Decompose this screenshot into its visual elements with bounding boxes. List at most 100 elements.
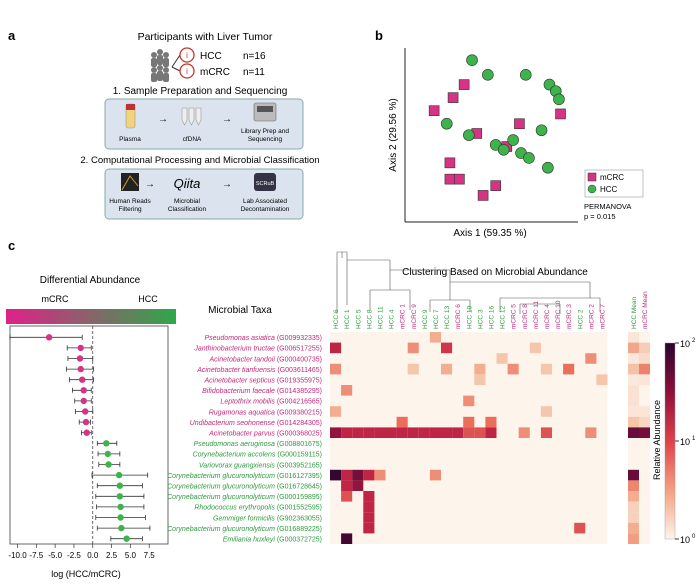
- pcoa-point-hcc: [535, 124, 548, 137]
- sample-label: HCC 10: [466, 305, 473, 329]
- pcoa-point-mcrc: [458, 79, 470, 90]
- heatmap-cell: [540, 427, 552, 438]
- heatmap-cell: [363, 512, 375, 523]
- svg-text:10: 10: [680, 535, 690, 545]
- pcoa-point-hcc: [497, 144, 510, 156]
- forest-estimate-point: [77, 365, 84, 373]
- dendrogram: [336, 251, 601, 314]
- plasma-icon: [125, 103, 136, 129]
- heatmap-cell: [563, 363, 575, 375]
- taxon-label: Corynebacterium glucuronolyticum (G01612…: [167, 473, 322, 480]
- heatmap-cell: [463, 416, 475, 428]
- heatmap-cell: [518, 427, 530, 438]
- pcoa-point-hcc: [440, 117, 453, 130]
- mean-cell: [628, 416, 639, 428]
- mean-cell: [639, 342, 650, 354]
- heatmap-cell: [363, 427, 375, 438]
- heatmap-cell: [363, 522, 375, 534]
- forest-estimate-point: [105, 461, 112, 468]
- sample-label: mCRC 5: [511, 304, 518, 329]
- taxon-label: Corynebacterium accolens (G000159115): [193, 452, 322, 459]
- heatmap-cell: [596, 374, 608, 385]
- legend-mcrc-marker: [587, 172, 597, 182]
- taxa-title: Microbial Taxa: [208, 305, 272, 316]
- mean-cell: [639, 363, 650, 375]
- pcoa-point-hcc: [466, 54, 478, 66]
- heatmap-cell: [363, 491, 375, 502]
- sequencing-label: Sequencing: [248, 136, 283, 143]
- heatmap-cell: [441, 427, 453, 438]
- forest-estimate-point: [104, 450, 112, 458]
- mean-cell: [639, 406, 650, 417]
- group-hcc-name: HCC: [200, 51, 222, 62]
- forest-xlabel: log (HCC/mCRC): [51, 569, 121, 579]
- step2-box: [104, 168, 304, 220]
- taxon-label: Janthinobacterium tructae (G006517255): [193, 346, 322, 353]
- colorbar-ticks: 10 2 10 1 10 0: [675, 338, 696, 545]
- taxon-label: Leptothrix mobilis (G004216565): [220, 399, 322, 406]
- sample-label: mCRC 6: [455, 304, 462, 329]
- heatmap-cell: [485, 427, 497, 438]
- heatmap-cell: [507, 363, 519, 375]
- legend-hcc-label: HCC: [600, 185, 618, 194]
- mean-cell: [628, 469, 639, 481]
- taxon-label: Acinetobacter tandoii (G000400735): [209, 356, 322, 363]
- mean-cell: [628, 332, 639, 343]
- mean-cell: [628, 406, 639, 417]
- filtering-label: Filtering: [118, 206, 142, 213]
- heatmap-cell: [352, 480, 364, 491]
- taxon-label: Acinetobacter septicus (G019355975): [203, 378, 322, 385]
- heatmap-cell: [574, 522, 586, 534]
- mean-cell: [628, 522, 639, 534]
- taxon-label: Gemmiger formicilis (G902363055): [213, 515, 322, 522]
- heatmap-cell: [352, 469, 364, 481]
- forest-frame: [9, 325, 169, 545]
- decontamination-label: Decontamination: [241, 206, 290, 213]
- sample-label: HCC 11: [377, 306, 384, 329]
- heatmap-cell: [330, 469, 342, 481]
- taxon-label: Pseudomonas aeruginosa (G008801675): [194, 441, 322, 448]
- forest-estimate-point: [115, 471, 123, 479]
- step1-box: [104, 98, 304, 150]
- heatmap-cell: [363, 469, 375, 481]
- forest-estimate-point: [117, 514, 124, 521]
- heatmap-cell: [341, 427, 353, 438]
- heatmap-cell: [407, 427, 419, 438]
- heatmap-cell: [474, 363, 486, 375]
- heatmap-cell: [352, 427, 364, 438]
- heatmap-cell: [474, 427, 486, 438]
- heatmap-cell: [396, 427, 408, 438]
- mean-cell: [628, 342, 639, 354]
- sample-label: mCRC 2: [588, 304, 595, 329]
- heatmap-cell: [330, 363, 342, 375]
- taxon-label: Acinetobacter parvus (G000368025): [208, 431, 322, 438]
- colorbar-label: Relative Abundance: [652, 400, 662, 480]
- arrow-icon: →: [158, 114, 168, 125]
- panel-c-label: c: [8, 238, 15, 253]
- sample-label: HCC 9: [422, 309, 429, 329]
- sample-label: HCC 7: [433, 309, 440, 329]
- forest-estimate-point: [103, 440, 110, 447]
- taxon-label: Variovorax guangxiensis (G003952165): [199, 462, 322, 469]
- heatmap-cell: [374, 427, 386, 438]
- cluster-title: Clustering Based on Microbial Abundance: [402, 267, 588, 278]
- sample-label: mCRC 7: [599, 304, 606, 329]
- svg-text:1: 1: [692, 436, 696, 442]
- pcoa-point-hcc: [523, 152, 535, 164]
- taxon-label: Bifidobacterium faecale (G014385295): [202, 388, 322, 395]
- da-right-label: HCC: [138, 294, 158, 304]
- mean-cell: [628, 363, 639, 375]
- heatmap: [330, 332, 608, 544]
- heatmap-cell: [363, 501, 375, 513]
- pcoa-point-mcrc: [490, 180, 502, 191]
- forest-estimate-point: [116, 482, 124, 489]
- forest-estimate-point: [83, 429, 90, 436]
- mean-cell: [628, 512, 639, 523]
- taxon-label: Acinetobacter tianfuensis (G003611465): [196, 367, 322, 374]
- panel-b-label: b: [375, 28, 383, 43]
- mean-cell: [639, 374, 650, 385]
- qiita-logo: Qiita: [174, 176, 201, 191]
- heatmap-cell: [540, 406, 552, 417]
- mean-label: mCRC Mean: [642, 291, 649, 329]
- sample-label: HCC 16: [488, 305, 495, 329]
